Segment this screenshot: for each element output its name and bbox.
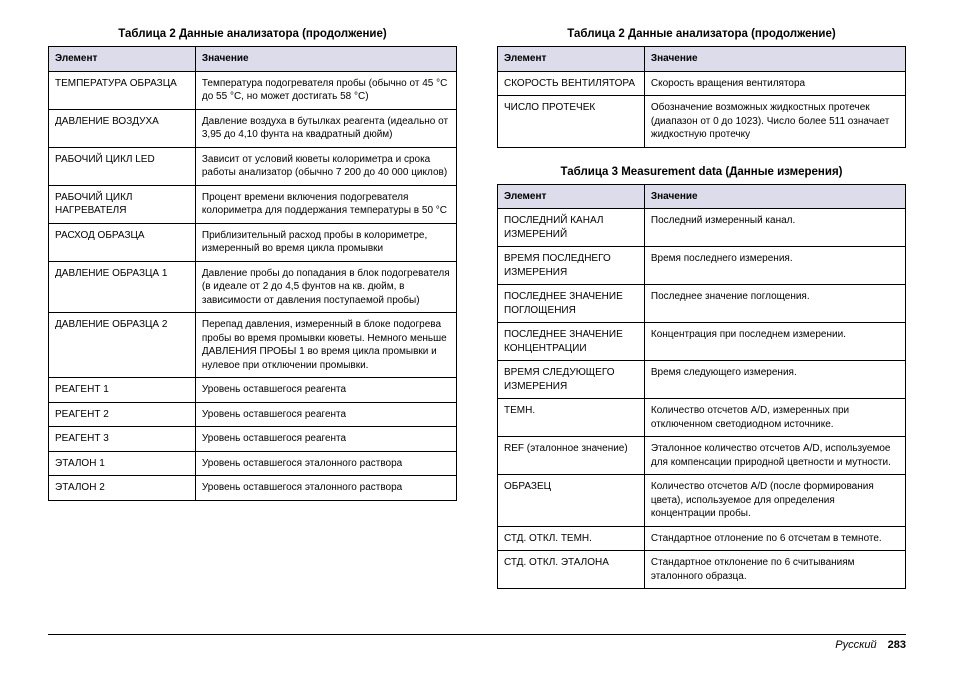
footer-language: Русский — [835, 639, 876, 651]
cell-value: Обозначение возможных жидкостных протече… — [644, 96, 905, 148]
table-row: ДАВЛЕНИЕ ОБРАЗЦА 1Давление пробы до попа… — [49, 261, 457, 313]
cell-element: ВРЕМЯ СЛЕДУЮЩЕГО ИЗМЕРЕНИЯ — [498, 361, 645, 399]
cell-value: Стандартное отклонение по 6 считываниям … — [644, 551, 905, 589]
cell-value: Стандартное отлонение по 6 отсчетам в те… — [644, 526, 905, 551]
table-row: РЕАГЕНТ 3Уровень оставшегося реагента — [49, 427, 457, 452]
table2-right-body: СКОРОСТЬ ВЕНТИЛЯТОРАСкорость вращения ве… — [498, 71, 906, 147]
table3-title: Таблица 3 Measurement data (Данные измер… — [497, 166, 906, 178]
cell-value: Количество отсчетов A/D (после формирова… — [644, 475, 905, 527]
cell-value: Давление воздуха в бутылках реагента (ид… — [195, 109, 456, 147]
table2-left: Элемент Значение ТЕМПЕРАТУРА ОБРАЗЦАТемп… — [48, 46, 457, 501]
cell-value: Время следующего измерения. — [644, 361, 905, 399]
col-element: Элемент — [49, 47, 196, 72]
table3-body: ПОСЛЕДНИЙ КАНАЛ ИЗМЕРЕНИЙПоследний измер… — [498, 209, 906, 589]
cell-value: Зависит от условий кюветы колориметра и … — [195, 147, 456, 185]
cell-value: Скорость вращения вентилятора — [644, 71, 905, 96]
cell-element: РАБОЧИЙ ЦИКЛ LED — [49, 147, 196, 185]
table-row: ВРЕМЯ ПОСЛЕДНЕГО ИЗМЕРЕНИЯВремя последне… — [498, 247, 906, 285]
table-row: ЧИСЛО ПРОТЕЧЕКОбозначение возможных жидк… — [498, 96, 906, 148]
cell-value: Последний измеренный канал. — [644, 209, 905, 247]
table-row: РАБОЧИЙ ЦИКЛ НАГРЕВАТЕЛЯПроцент времени … — [49, 185, 457, 223]
cell-value: Уровень оставшегося реагента — [195, 402, 456, 427]
table-row: ТЕМПЕРАТУРА ОБРАЗЦАТемпература подогрева… — [49, 71, 457, 109]
table-header-row: Элемент Значение — [498, 184, 906, 209]
cell-element: ОБРАЗЕЦ — [498, 475, 645, 527]
cell-element: РЕАГЕНТ 2 — [49, 402, 196, 427]
table-row: РЕАГЕНТ 1Уровень оставшегося реагента — [49, 378, 457, 403]
cell-element: ЭТАЛОН 2 — [49, 476, 196, 501]
cell-value: Приблизительный расход пробы в колоримет… — [195, 223, 456, 261]
table-row: СТД. ОТКЛ. ТЕМН.Стандартное отлонение по… — [498, 526, 906, 551]
table-header-row: Элемент Значение — [498, 47, 906, 72]
left-column: Таблица 2 Данные анализатора (продолжени… — [48, 28, 457, 607]
cell-value: Концентрация при последнем измерении. — [644, 323, 905, 361]
table-row: РЕАГЕНТ 2Уровень оставшегося реагента — [49, 402, 457, 427]
cell-element: ДАВЛЕНИЕ ОБРАЗЦА 1 — [49, 261, 196, 313]
table-row: СКОРОСТЬ ВЕНТИЛЯТОРАСкорость вращения ве… — [498, 71, 906, 96]
cell-element: ПОСЛЕДНЕЕ ЗНАЧЕНИЕ КОНЦЕНТРАЦИИ — [498, 323, 645, 361]
cell-element: REF (эталонное значение) — [498, 437, 645, 475]
cell-element: ТЕМПЕРАТУРА ОБРАЗЦА — [49, 71, 196, 109]
cell-element: РЕАГЕНТ 3 — [49, 427, 196, 452]
table-row: ДАВЛЕНИЕ ОБРАЗЦА 2Перепад давления, изме… — [49, 313, 457, 378]
table-row: ЭТАЛОН 1Уровень оставшегося эталонного р… — [49, 451, 457, 476]
cell-value: Уровень оставшегося эталонного раствора — [195, 476, 456, 501]
cell-value: Температура подогревателя пробы (обычно … — [195, 71, 456, 109]
cell-value: Уровень оставшегося реагента — [195, 378, 456, 403]
cell-element: СТД. ОТКЛ. ТЕМН. — [498, 526, 645, 551]
cell-element: ДАВЛЕНИЕ ВОЗДУХА — [49, 109, 196, 147]
col-value: Значение — [195, 47, 456, 72]
cell-value: Уровень оставшегося эталонного раствора — [195, 451, 456, 476]
page-footer: Русский 283 — [48, 634, 906, 651]
table2-right: Элемент Значение СКОРОСТЬ ВЕНТИЛЯТОРАСко… — [497, 46, 906, 148]
table-row: ВРЕМЯ СЛЕДУЮЩЕГО ИЗМЕРЕНИЯВремя следующе… — [498, 361, 906, 399]
cell-value: Эталонное количество отсчетов A/D, испол… — [644, 437, 905, 475]
cell-element: РЕАГЕНТ 1 — [49, 378, 196, 403]
table2-left-body: ТЕМПЕРАТУРА ОБРАЗЦАТемпература подогрева… — [49, 71, 457, 500]
cell-value: Перепад давления, измеренный в блоке под… — [195, 313, 456, 378]
table2-right-title: Таблица 2 Данные анализатора (продолжени… — [497, 28, 906, 40]
footer-page-number: 283 — [888, 639, 906, 651]
table2-left-title: Таблица 2 Данные анализатора (продолжени… — [48, 28, 457, 40]
table-row: РАСХОД ОБРАЗЦАПриблизительный расход про… — [49, 223, 457, 261]
cell-element: ВРЕМЯ ПОСЛЕДНЕГО ИЗМЕРЕНИЯ — [498, 247, 645, 285]
table-row: ОБРАЗЕЦКоличество отсчетов A/D (после фо… — [498, 475, 906, 527]
table-row: REF (эталонное значение)Эталонное количе… — [498, 437, 906, 475]
cell-element: СКОРОСТЬ ВЕНТИЛЯТОРА — [498, 71, 645, 96]
col-element: Элемент — [498, 47, 645, 72]
table-row: СТД. ОТКЛ. ЭТАЛОНАСтандартное отклонение… — [498, 551, 906, 589]
col-value: Значение — [644, 184, 905, 209]
page-content: Таблица 2 Данные анализатора (продолжени… — [0, 0, 954, 607]
cell-value: Уровень оставшегося реагента — [195, 427, 456, 452]
table-header-row: Элемент Значение — [49, 47, 457, 72]
table-row: ПОСЛЕДНЕЕ ЗНАЧЕНИЕ КОНЦЕНТРАЦИИКонцентра… — [498, 323, 906, 361]
table-row: ПОСЛЕДНЕЕ ЗНАЧЕНИЕ ПОГЛОЩЕНИЯПоследнее з… — [498, 285, 906, 323]
table-row: ЭТАЛОН 2Уровень оставшегося эталонного р… — [49, 476, 457, 501]
cell-value: Количество отсчетов A/D, измеренных при … — [644, 399, 905, 437]
table-row: РАБОЧИЙ ЦИКЛ LEDЗависит от условий кювет… — [49, 147, 457, 185]
cell-element: ПОСЛЕДНЕЕ ЗНАЧЕНИЕ ПОГЛОЩЕНИЯ — [498, 285, 645, 323]
col-value: Значение — [644, 47, 905, 72]
cell-element: СТД. ОТКЛ. ЭТАЛОНА — [498, 551, 645, 589]
cell-value: Давление пробы до попадания в блок подог… — [195, 261, 456, 313]
cell-element: ДАВЛЕНИЕ ОБРАЗЦА 2 — [49, 313, 196, 378]
right-column: Таблица 2 Данные анализатора (продолжени… — [497, 28, 906, 607]
cell-element: ЧИСЛО ПРОТЕЧЕК — [498, 96, 645, 148]
col-element: Элемент — [498, 184, 645, 209]
cell-element: РАСХОД ОБРАЗЦА — [49, 223, 196, 261]
cell-value: Процент времени включения подогревателя … — [195, 185, 456, 223]
cell-element: РАБОЧИЙ ЦИКЛ НАГРЕВАТЕЛЯ — [49, 185, 196, 223]
cell-element: ТЕМН. — [498, 399, 645, 437]
table-row: ПОСЛЕДНИЙ КАНАЛ ИЗМЕРЕНИЙПоследний измер… — [498, 209, 906, 247]
cell-element: ЭТАЛОН 1 — [49, 451, 196, 476]
table-row: ТЕМН.Количество отсчетов A/D, измеренных… — [498, 399, 906, 437]
table-row: ДАВЛЕНИЕ ВОЗДУХАДавление воздуха в бутыл… — [49, 109, 457, 147]
cell-value: Время последнего измерения. — [644, 247, 905, 285]
cell-element: ПОСЛЕДНИЙ КАНАЛ ИЗМЕРЕНИЙ — [498, 209, 645, 247]
table3: Элемент Значение ПОСЛЕДНИЙ КАНАЛ ИЗМЕРЕН… — [497, 184, 906, 590]
cell-value: Последнее значение поглощения. — [644, 285, 905, 323]
